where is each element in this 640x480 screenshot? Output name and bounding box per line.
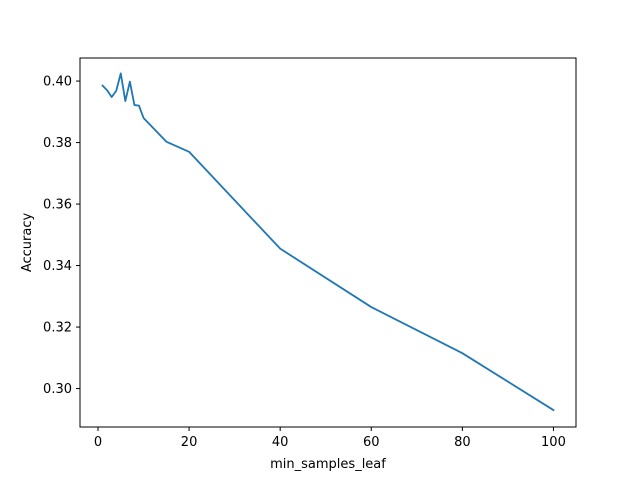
x-tick-label: 0 (94, 435, 102, 450)
x-axis-ticks: 0 20 40 60 80 100 (94, 427, 566, 450)
x-tick-label: 80 (454, 435, 471, 450)
y-tick-label: 0.34 (43, 259, 72, 274)
y-axis-ticks: 0.30 0.32 0.34 0.36 0.38 0.40 (43, 75, 80, 397)
y-tick-label: 0.32 (43, 321, 72, 336)
x-tick-label: 60 (363, 435, 380, 450)
y-tick-label: 0.38 (43, 136, 72, 151)
x-axis-label: min_samples_leaf (270, 457, 386, 472)
y-tick-label: 0.40 (43, 75, 72, 90)
y-axis-label: Accuracy (20, 213, 35, 273)
y-tick-label: 0.36 (43, 198, 72, 213)
plot-frame (79, 57, 577, 428)
x-tick-label: 40 (272, 435, 289, 450)
series-layer (101, 72, 555, 412)
y-tick-label: 0.30 (43, 382, 72, 397)
series-line-0 (101, 72, 555, 412)
x-tick-label: 20 (181, 435, 198, 450)
plot-background (80, 58, 576, 427)
x-tick-label: 100 (541, 435, 566, 450)
